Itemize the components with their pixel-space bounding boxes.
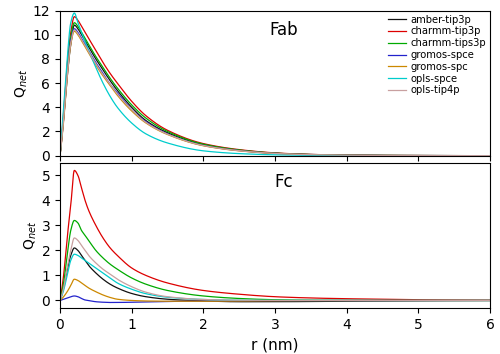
gromos-spc: [57, 154, 63, 158]
Y-axis label: Q$_{net}$: Q$_{net}$: [22, 221, 38, 250]
charmm-tip3p: [106, 70, 112, 74]
opls-tip4p: [487, 154, 493, 158]
charmm-tip3p: [72, 15, 78, 19]
charmm-tip3p: [222, 145, 228, 150]
gromos-spce: [487, 154, 493, 158]
opls-tip4p: [57, 154, 63, 158]
gromos-spc: [478, 154, 484, 158]
gromos-spce: [132, 110, 138, 115]
Line: gromos-spce: gromos-spce: [60, 29, 490, 156]
opls-spce: [432, 154, 438, 158]
charmm-tips3p: [240, 148, 246, 153]
charmm-tips3p: [478, 154, 484, 158]
gromos-spc: [240, 149, 246, 153]
charmm-tips3p: [72, 21, 78, 25]
opls-tip4p: [222, 147, 228, 151]
gromos-spce: [72, 27, 78, 31]
gromos-spce: [106, 81, 112, 85]
charmm-tips3p: [222, 146, 228, 150]
amber-tip3p: [57, 154, 63, 158]
gromos-spc: [432, 154, 438, 158]
Line: charmm-tips3p: charmm-tips3p: [60, 23, 490, 156]
amber-tip3p: [240, 149, 246, 153]
gromos-spce: [240, 149, 246, 153]
Text: Fab: Fab: [270, 21, 298, 39]
Line: amber-tip3p: amber-tip3p: [60, 25, 490, 156]
gromos-spc: [487, 154, 493, 158]
charmm-tip3p: [487, 154, 493, 158]
opls-spce: [57, 154, 63, 158]
opls-spce: [240, 152, 246, 156]
opls-tip4p: [240, 149, 246, 153]
opls-spce: [72, 11, 78, 15]
opls-tip4p: [478, 154, 484, 158]
gromos-spc: [72, 29, 78, 33]
charmm-tips3p: [106, 75, 112, 79]
Line: opls-tip4p: opls-tip4p: [60, 30, 490, 156]
amber-tip3p: [72, 23, 78, 27]
charmm-tip3p: [478, 154, 484, 158]
X-axis label: r (nm): r (nm): [252, 337, 299, 352]
amber-tip3p: [478, 154, 484, 158]
charmm-tips3p: [132, 106, 138, 110]
amber-tip3p: [132, 108, 138, 113]
charmm-tip3p: [132, 103, 138, 107]
gromos-spce: [57, 154, 63, 158]
opls-spce: [478, 154, 484, 158]
amber-tip3p: [106, 77, 112, 81]
opls-tip4p: [72, 28, 78, 32]
amber-tip3p: [222, 147, 228, 151]
Text: Fc: Fc: [274, 173, 293, 191]
gromos-spce: [222, 147, 228, 151]
Legend: amber-tip3p, charmm-tip3p, charmm-tips3p, gromos-spce, gromos-spc, opls-spce, op: amber-tip3p, charmm-tip3p, charmm-tips3p…: [386, 13, 488, 97]
charmm-tips3p: [487, 154, 493, 158]
opls-tip4p: [132, 110, 138, 115]
amber-tip3p: [487, 154, 493, 158]
opls-spce: [132, 124, 138, 128]
Line: opls-spce: opls-spce: [60, 13, 490, 156]
gromos-spce: [432, 154, 438, 158]
amber-tip3p: [432, 154, 438, 158]
gromos-spc: [132, 112, 138, 116]
charmm-tips3p: [432, 154, 438, 158]
gromos-spc: [106, 82, 112, 86]
opls-tip4p: [432, 154, 438, 158]
charmm-tip3p: [57, 154, 63, 158]
gromos-spce: [478, 154, 484, 158]
charmm-tip3p: [240, 148, 246, 152]
charmm-tips3p: [57, 154, 63, 158]
opls-spce: [487, 154, 493, 158]
Line: charmm-tip3p: charmm-tip3p: [60, 17, 490, 156]
opls-spce: [222, 151, 228, 155]
Line: gromos-spc: gromos-spc: [60, 31, 490, 156]
opls-spce: [106, 93, 112, 97]
opls-tip4p: [106, 81, 112, 85]
gromos-spc: [222, 147, 228, 152]
charmm-tip3p: [432, 154, 438, 158]
Y-axis label: Q$_{net}$: Q$_{net}$: [14, 68, 30, 98]
